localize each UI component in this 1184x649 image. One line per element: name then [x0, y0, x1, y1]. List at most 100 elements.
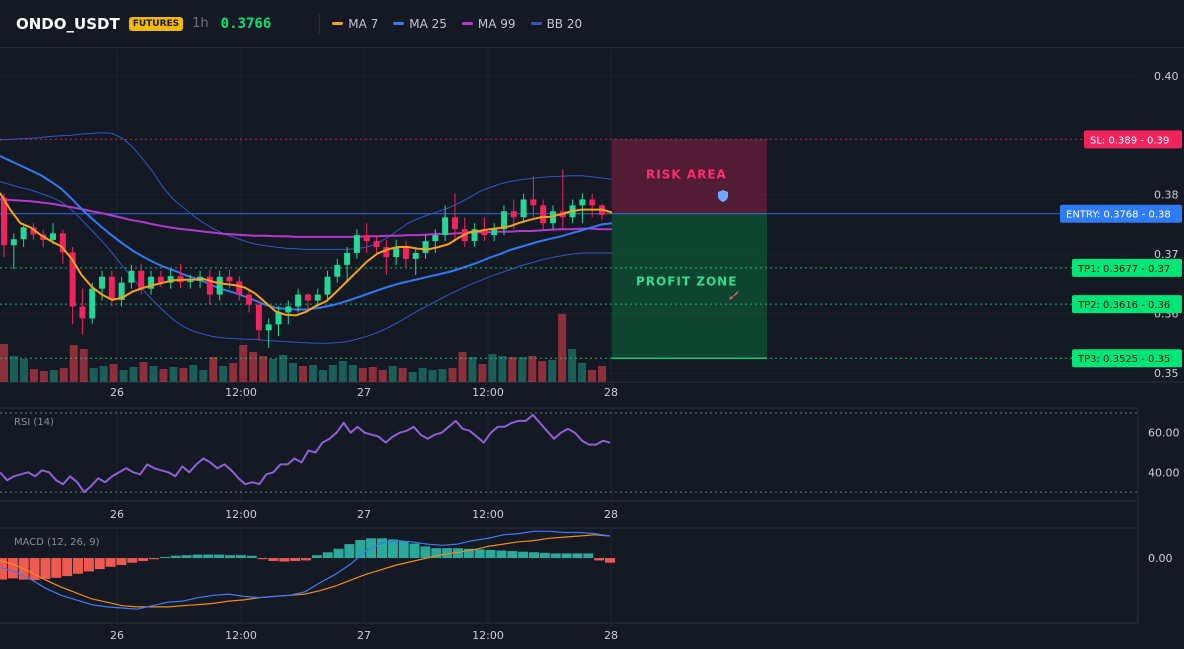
time-axis-label: 28: [604, 386, 618, 399]
macd-histogram-bar: [127, 558, 138, 563]
volume-bar: [538, 361, 547, 382]
volume-bar: [488, 354, 497, 382]
volume-bar: [219, 366, 228, 382]
macd-histogram-bar: [62, 558, 73, 577]
volume-bar: [159, 369, 168, 382]
time-axis-label: 28: [604, 629, 618, 642]
time-axis-label: 26: [110, 386, 124, 399]
volume-bar: [558, 314, 567, 382]
candle-body: [206, 276, 213, 295]
macd-histogram-bar: [474, 549, 485, 559]
legend-ma7[interactable]: MA 7: [332, 17, 378, 31]
macd-histogram-bar: [583, 553, 594, 559]
candle-body: [216, 276, 223, 295]
macd-histogram-bar: [333, 548, 344, 559]
macd-histogram-bar: [192, 554, 203, 559]
time-axis-label: 27: [357, 386, 371, 399]
level-tag-tp1: TP1: 0.3677 - 0.37: [1072, 258, 1182, 277]
volume-bar: [109, 364, 118, 382]
legend-ma25[interactable]: MA 25: [393, 17, 447, 31]
volume-bar: [308, 365, 317, 382]
volume-bar: [598, 366, 606, 382]
volume-bar: [408, 372, 417, 382]
candle-body: [334, 264, 341, 277]
legend-ma99[interactable]: MA 99: [461, 16, 516, 31]
volume-bar: [468, 357, 477, 382]
volume-bar: [119, 370, 128, 382]
rsi-axis-label: 40.00: [1148, 466, 1180, 479]
macd-histogram-bar: [7, 558, 18, 579]
symbol-title[interactable]: ONDO_USDT: [16, 14, 120, 33]
candle-body: [275, 312, 282, 325]
bb-lower-band: [0, 181, 612, 344]
macd-histogram-bar: [561, 553, 572, 559]
candle-body: [226, 276, 233, 282]
volume-bar: [139, 362, 148, 382]
profit-zone-label: PROFIT ZONE: [636, 275, 737, 289]
rsi-axis-label: 60.00: [1148, 427, 1180, 440]
volume-bar: [49, 370, 58, 382]
candle-body: [265, 324, 272, 331]
legend-bb20[interactable]: BB 20: [530, 17, 582, 31]
candle-body: [324, 276, 331, 295]
volume-bar: [269, 359, 278, 382]
volume-bar: [578, 363, 587, 382]
macd-title: MACD (12, 26, 9): [14, 537, 100, 548]
macd-histogram-bar: [605, 558, 615, 563]
candle-body: [1, 197, 7, 246]
volume-bar: [438, 369, 447, 382]
volume-bar: [338, 361, 347, 382]
time-axis-label: 12:00: [225, 386, 257, 399]
candle-body: [589, 199, 596, 206]
candle-body: [79, 306, 86, 319]
volume-bar: [0, 344, 8, 382]
volume-bar: [19, 359, 28, 382]
macd-histogram-bar: [51, 558, 62, 578]
indicator-legend: MA 7 MA 25 MA 99 BB 20: [332, 17, 597, 31]
candle-body: [579, 199, 586, 206]
bb-upper-band: [0, 132, 613, 250]
candle-body: [128, 270, 135, 283]
macd-histogram-bar: [344, 544, 355, 559]
candle-body: [422, 241, 429, 253]
legend-ma99-label: MA 99: [477, 16, 516, 31]
time-axis-label: 27: [357, 629, 371, 642]
level-tag-bg: [1072, 258, 1182, 277]
candle-body: [491, 229, 498, 236]
volume-bar: [328, 365, 337, 382]
volume-bar: [189, 365, 198, 382]
volume-bar: [99, 366, 108, 382]
chart-header: ONDO_USDT FUTURES 1h 0.3766 MA 7 MA 25 M…: [0, 0, 1184, 48]
level-tag-text: ENTRY: 0.3768 - 0.38: [1066, 210, 1171, 221]
level-tag-text: TP3: 0.3525 - 0.35: [1077, 354, 1170, 365]
legend-ma7-swatch: [332, 22, 344, 25]
macd-histogram-bar: [170, 555, 181, 559]
macd-histogram-bar: [442, 548, 453, 559]
risk-area-label: RISK AREA: [646, 167, 727, 181]
candle-body: [363, 235, 370, 242]
futures-badge: FUTURES: [128, 16, 184, 31]
time-axis-label: 27: [357, 508, 371, 521]
candle-body: [412, 252, 419, 259]
macd-histogram-bar: [529, 552, 539, 559]
level-tag-sl: SL: 0.389 - 0.39: [1084, 130, 1182, 149]
time-axis-label: 12:00: [472, 386, 504, 399]
volume-bar: [508, 357, 517, 382]
candle-body: [167, 276, 174, 283]
volume-bar: [368, 367, 377, 382]
candle-body: [373, 241, 380, 248]
volume-bar: [398, 368, 407, 382]
time-axis-label: 28: [604, 508, 618, 521]
candle-body: [481, 229, 488, 236]
macd-histogram-bar: [149, 558, 159, 560]
macd-histogram-bar: [594, 558, 605, 561]
level-tag-text: SL: 0.389 - 0.39: [1090, 135, 1169, 146]
level-tag-text: TP2: 0.3616 - 0.36: [1077, 300, 1170, 311]
macd-histogram-bar: [485, 549, 496, 559]
macd-histogram-bar: [257, 558, 268, 560]
macd-histogram-bar: [29, 558, 40, 581]
macd-histogram-bar: [463, 548, 474, 559]
timeframe-selector[interactable]: 1h: [192, 16, 209, 31]
volume-bar: [289, 363, 298, 382]
